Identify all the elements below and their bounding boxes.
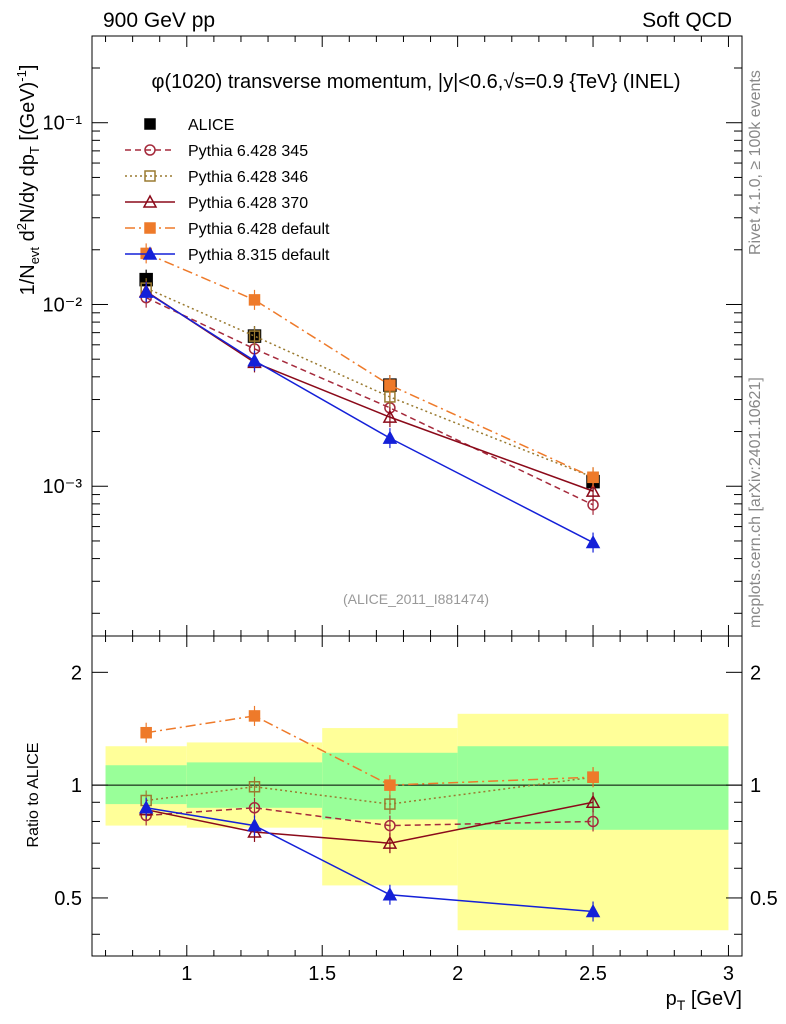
- legend-label: Pythia 6.428 default: [188, 221, 330, 238]
- data-point: [247, 824, 262, 838]
- x-tick-label: 1.5: [308, 963, 336, 985]
- data-point: [248, 294, 261, 306]
- data-point: [248, 710, 261, 722]
- legend-label: Pythia 6.428 370: [188, 195, 308, 212]
- x-tick-label: 3: [723, 963, 734, 985]
- data-point: [585, 903, 601, 918]
- data-point: [384, 798, 396, 810]
- ratio-tick-label: 0.5: [54, 888, 82, 910]
- data-point: [382, 430, 398, 444]
- data-point: [247, 353, 262, 367]
- legend-marker: [144, 144, 156, 156]
- data-point: [585, 483, 601, 497]
- y-tick-label: 10⁻²: [43, 294, 83, 316]
- data-point: [138, 284, 154, 298]
- legend-marker: [144, 222, 156, 234]
- ratio-tick-label-right: 2: [750, 662, 761, 684]
- data-point: [382, 887, 398, 901]
- series-4-ratio: [140, 705, 599, 796]
- series-line: [145, 287, 594, 478]
- ratio-tick-label: 2: [71, 662, 82, 684]
- legend-marker: [142, 194, 158, 208]
- data-point: [247, 818, 262, 832]
- data-point: [382, 409, 398, 423]
- series-3-main: [138, 281, 601, 502]
- y-axis-label: 1/Nevt d2N/dy dpT [(GeV)-1]: [14, 65, 42, 296]
- legend-entry: Pythia 6.428 370: [125, 194, 308, 212]
- ratio-tick-label-right: 0.5: [750, 888, 778, 910]
- y-tick-label: 10⁻³: [43, 476, 83, 498]
- series-line: [146, 807, 594, 827]
- data-point: [248, 330, 261, 342]
- data-point: [384, 779, 396, 791]
- series-line: [145, 291, 594, 544]
- chart-title: φ(1020) transverse momentum, |y|<0.6,√s=…: [151, 71, 680, 93]
- data-point: [382, 835, 398, 849]
- ratio-tick-label-right: 1: [750, 775, 761, 797]
- data-point: [585, 534, 601, 549]
- legend-entry: Pythia 6.428 default: [125, 221, 330, 238]
- legend-marker: [142, 246, 158, 260]
- data-point: [587, 471, 599, 484]
- data-point: [140, 726, 152, 739]
- data-point: [585, 794, 601, 809]
- y-tick-label: 10⁻¹: [43, 113, 83, 135]
- ratio-panel-frame: [91, 635, 743, 957]
- analysis-tag: (ALICE_2011_I881474): [343, 591, 489, 607]
- series-5-ratio: [138, 797, 601, 922]
- series-3-ratio: [138, 792, 601, 854]
- series-0-main: [139, 269, 600, 492]
- legend-entry: ALICE: [144, 117, 234, 134]
- series-line: [145, 290, 594, 492]
- legend-label: ALICE: [188, 117, 234, 134]
- legend-marker: [144, 118, 156, 130]
- series-2-main: [140, 278, 599, 488]
- legend-label: Pythia 6.428 345: [188, 143, 308, 160]
- x-tick-label: 1: [181, 963, 192, 985]
- series-1-main: [140, 287, 599, 515]
- data-point: [138, 800, 154, 814]
- x-tick-label: 2: [452, 963, 463, 985]
- legend-label: Pythia 6.428 346: [188, 169, 308, 186]
- data-point: [384, 819, 396, 832]
- series-4-main: [140, 243, 599, 488]
- legend-entry: Pythia 8.315 default: [125, 246, 330, 264]
- data-point: [248, 781, 261, 793]
- legend-marker: [144, 170, 156, 182]
- series-5-main: [138, 282, 601, 553]
- data-point: [248, 802, 261, 814]
- legend-label: Pythia 8.315 default: [188, 247, 330, 264]
- legend-entry: Pythia 6.428 345: [125, 143, 308, 160]
- ratio-axis-label: Ratio to ALICE: [25, 743, 42, 848]
- series-line: [146, 807, 594, 913]
- series-line: [146, 715, 594, 786]
- series-line: [145, 252, 594, 478]
- series-line: [146, 801, 594, 844]
- data-point: [587, 771, 599, 783]
- legend-entry: Pythia 6.428 346: [125, 169, 308, 186]
- data-point: [587, 815, 599, 828]
- series-line: [145, 297, 594, 506]
- ratio-tick-label: 1: [71, 775, 82, 797]
- header-left: 900 GeV pp: [103, 9, 216, 32]
- x-tick-label: 2.5: [579, 963, 607, 985]
- header-right: Soft QCD: [642, 9, 732, 32]
- x-axis-label: pT [GeV]: [666, 988, 742, 1013]
- data-point: [384, 379, 396, 391]
